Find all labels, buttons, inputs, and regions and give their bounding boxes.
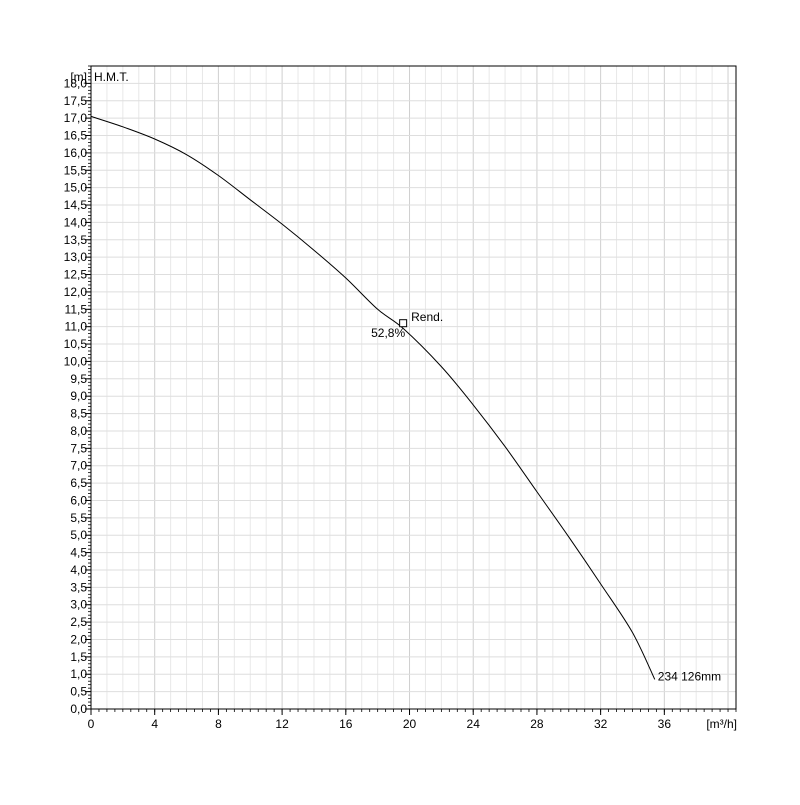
y-tick-label: 0,0 [70, 702, 87, 716]
y-tick-label: 17,5 [64, 94, 88, 108]
x-tick-label: 12 [275, 717, 289, 731]
y-tick-label: 18,0 [64, 76, 88, 90]
y-tick-label: 8,0 [70, 424, 87, 438]
y-tick-label: 7,0 [70, 459, 87, 473]
y-tick-label: 12,0 [64, 285, 88, 299]
x-axis: 0 4 8 12 16 20 24 28 32 36 [88, 709, 672, 731]
plot-frame [90, 65, 737, 710]
y-tick-label: 2,0 [70, 632, 87, 646]
x-tick-label: 0 [88, 717, 95, 731]
y-tick-label: 15,5 [64, 163, 88, 177]
y-tick-label: 16,0 [64, 146, 88, 160]
y-tick-label: 9,0 [70, 389, 87, 403]
marker-label: Rend. [411, 310, 443, 324]
y-tick-label: 10,5 [64, 337, 88, 351]
y-tick-label: 12,5 [64, 268, 88, 282]
y-tick-label: 10,0 [64, 354, 88, 368]
y-tick-label: 6,0 [70, 493, 87, 507]
y-tick-label: 14,5 [64, 198, 88, 212]
grid [91, 66, 736, 709]
y-tick-label: 3,0 [70, 598, 87, 612]
annotations: Rend. 52,8% 234 126mm [371, 310, 721, 683]
series-line [90, 115, 656, 680]
y-tick-label: 2,5 [70, 615, 87, 629]
minor-ticks [88, 65, 737, 712]
y-tick-label: 0,5 [70, 685, 87, 699]
y-tick-label: 13,0 [64, 250, 88, 264]
x-tick-label: 24 [467, 717, 481, 731]
x-tick-label: 28 [530, 717, 544, 731]
y-tick-label: 5,0 [70, 528, 87, 542]
curve-label: 234 126mm [658, 669, 721, 683]
y-tick-label: 4,0 [70, 563, 87, 577]
y-tick-label: 11,5 [65, 302, 88, 316]
y-tick-label: 16,5 [64, 129, 88, 143]
y-tick-label: 1,5 [70, 650, 87, 664]
efficiency-marker [399, 319, 408, 328]
y-tick-label: 17,0 [64, 111, 88, 125]
y-tick-label: 7,5 [70, 441, 87, 455]
x-tick-label: 36 [658, 717, 672, 731]
y-tick-label: 13,5 [64, 233, 88, 247]
y-axis-label: H.M.T. [94, 70, 129, 84]
series [90, 115, 656, 680]
y-tick-label: 4,5 [70, 546, 87, 560]
x-tick-label: 32 [594, 717, 608, 731]
y-axis: 0,0 0,5 1,0 1,5 2,0 2,5 3,0 3,5 4,0 4,5 5,0 5,5 6,0 6… [64, 76, 91, 716]
marker-value-label: 52,8% [371, 326, 405, 340]
y-tick-label: 3,5 [70, 580, 87, 594]
y-tick-label: 5,5 [70, 511, 87, 525]
x-tick-label: 16 [339, 717, 353, 731]
y-tick-label: 14,0 [64, 215, 88, 229]
y-tick-label: 8,5 [70, 407, 87, 421]
x-tick-label: 20 [403, 717, 417, 731]
y-tick-label: 11,0 [65, 320, 88, 334]
y-tick-label: 15,0 [64, 181, 88, 195]
x-tick-label: 4 [151, 717, 158, 731]
y-tick-label: 6,5 [70, 476, 87, 490]
x-tick-label: 8 [215, 717, 222, 731]
y-tick-label: 1,0 [70, 667, 87, 681]
x-axis-unit: [m³/h] [706, 717, 737, 731]
y-axis-unit: [m] [70, 70, 87, 84]
y-tick-label: 9,5 [70, 372, 87, 386]
